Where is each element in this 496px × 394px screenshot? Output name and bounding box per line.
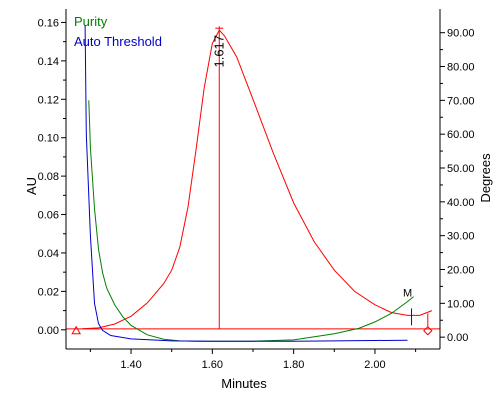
legend-auto-threshold: Auto Threshold: [74, 34, 162, 49]
y-right-tick-label: 40.00: [447, 197, 475, 209]
y-right-tick-label: 70.00: [447, 95, 475, 107]
y-left-tick-label: 0.12: [38, 94, 59, 106]
axes-layer: 0.00 0.02 0.04 0.06 0.08 0.10 0.12 0.14 0.16 0.00…: [38, 9, 475, 371]
auto-threshold-line: [84, 25, 408, 342]
series-layer: 1.617 M: [66, 25, 440, 342]
y-left-tick-label: 0.14: [38, 56, 59, 68]
chromatogram-line: [82, 29, 433, 330]
x-tick-label: 1.60: [202, 359, 223, 371]
y-left-tick-label: 0.02: [38, 286, 59, 298]
y-left-tick-label: 0.16: [38, 17, 59, 29]
y-left-tick-label: 0.08: [38, 171, 59, 183]
peak-start-marker: [71, 325, 82, 335]
y-right-tick-label: 0.00: [447, 332, 468, 344]
y-right-tick-label: 90.00: [447, 28, 475, 40]
y-right-tick-label: 80.00: [447, 62, 475, 74]
peak-label: 1.617: [211, 35, 226, 68]
peak-end-marker: [423, 326, 433, 336]
marker-m-label: M: [403, 288, 412, 300]
y-left-tick-label: 0.10: [38, 133, 59, 145]
legend-purity: Purity: [74, 14, 108, 29]
y-left-tick-label: 0.00: [38, 325, 59, 337]
legend: Purity Auto Threshold: [74, 14, 162, 49]
y-right-tick-label: 60.00: [447, 129, 475, 141]
x-tick-label: 1.80: [283, 359, 304, 371]
y-right-tick-label: 10.00: [447, 298, 475, 310]
purity-line: [88, 100, 414, 342]
y-left-axis-title: AU: [24, 177, 39, 195]
x-axis-title: Minutes: [221, 376, 267, 391]
x-tick-label: 2.00: [364, 359, 385, 371]
y-left-tick-label: 0.04: [38, 248, 59, 260]
y-left-tick-label: 0.06: [38, 210, 59, 222]
x-tick-label: 1.40: [120, 359, 141, 371]
y-right-axis-title: Degrees: [478, 153, 493, 203]
y-right-tick-label: 30.00: [447, 231, 475, 243]
y-right-tick-label: 20.00: [447, 264, 475, 276]
y-right-tick-label: 50.00: [447, 163, 475, 175]
